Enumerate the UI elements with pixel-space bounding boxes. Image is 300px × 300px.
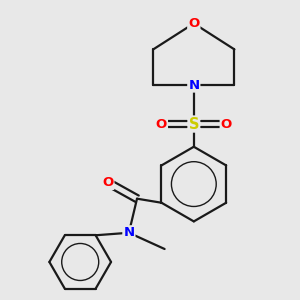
Text: N: N (123, 226, 134, 239)
Text: O: O (221, 118, 232, 130)
Text: N: N (188, 79, 200, 92)
Text: O: O (188, 17, 200, 30)
Text: S: S (189, 116, 199, 131)
Text: O: O (102, 176, 113, 189)
Text: O: O (156, 118, 167, 130)
